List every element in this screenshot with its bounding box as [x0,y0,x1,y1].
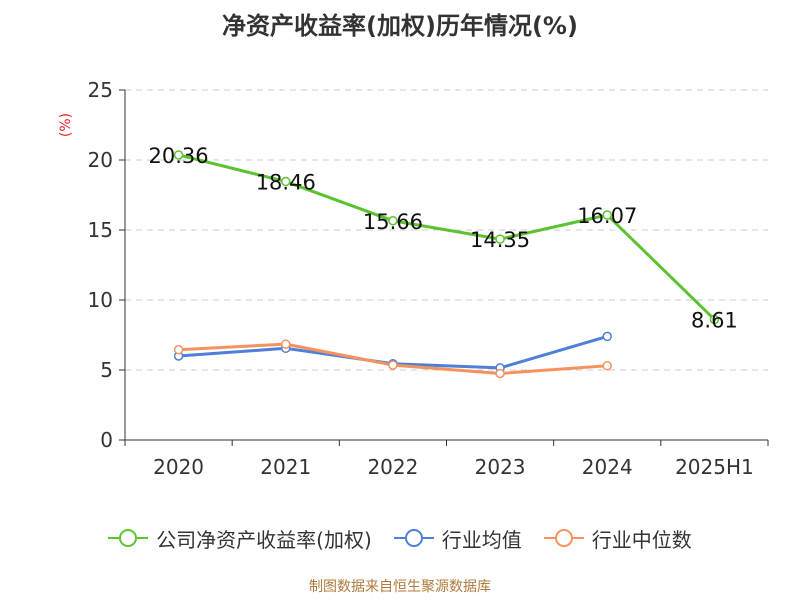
y-tick-label: 25 [88,78,113,102]
data-point [495,234,505,244]
data-point [173,344,184,355]
x-tick-label: 2022 [367,455,418,479]
axes: 0 5 10 15 20 25 2020 2021 2022 2023 2024 2025H1 (%) [58,78,769,479]
data-point [281,339,291,349]
data-labels: 20.36 18.46 15.66 14.35 16.07 8.61 [149,144,738,332]
data-point [173,150,184,160]
data-point [602,331,612,342]
legend-marker-icon [108,529,149,547]
data-label: 8.61 [691,308,738,332]
data-label: 18.46 [256,171,316,195]
y-tick-label: 0 [100,428,113,452]
series [173,150,720,379]
legend-label: 行业中位数 [591,527,692,552]
y-axis-label: (%) [58,113,74,137]
legend: 公司净资产收益率(加权) 行业均值 行业中位数 [0,520,800,556]
source-note: 制图数据来自恒生聚源数据库 [309,579,491,595]
data-point [388,216,398,226]
legend-label: 行业均值 [441,527,522,552]
data-point [388,360,398,370]
legend-item: 行业均值 [393,524,522,553]
y-tick-label: 10 [88,288,113,312]
y-tick-label: 20 [88,148,113,172]
legend-item: 行业中位数 [543,524,692,553]
legend-marker-icon [543,529,584,547]
chart-title: 净资产收益率(加权)历年情况(%) [222,12,578,40]
data-label: 20.36 [149,144,209,168]
data-label: 16.07 [577,204,637,228]
x-tick-label: 2021 [260,455,311,479]
series-line [178,153,716,321]
data-point [281,176,291,187]
legend-item: 公司净资产收益率(加权) [108,524,372,553]
y-tick-label: 5 [100,358,113,382]
data-label: 15.66 [363,210,423,234]
data-point [602,361,612,371]
x-tick-label: 2023 [475,455,526,479]
x-tick-label: 2020 [153,455,204,479]
x-tick-label: 2024 [582,455,633,479]
x-tick-label: 2025H1 [675,455,754,479]
data-point [495,368,505,379]
data-point [602,210,612,220]
data-point [709,314,720,325]
y-tick-label: 15 [88,218,113,242]
data-label: 14.35 [470,228,530,252]
legend-label: 公司净资产收益率(加权) [156,527,372,552]
legend-marker-icon [393,529,434,547]
